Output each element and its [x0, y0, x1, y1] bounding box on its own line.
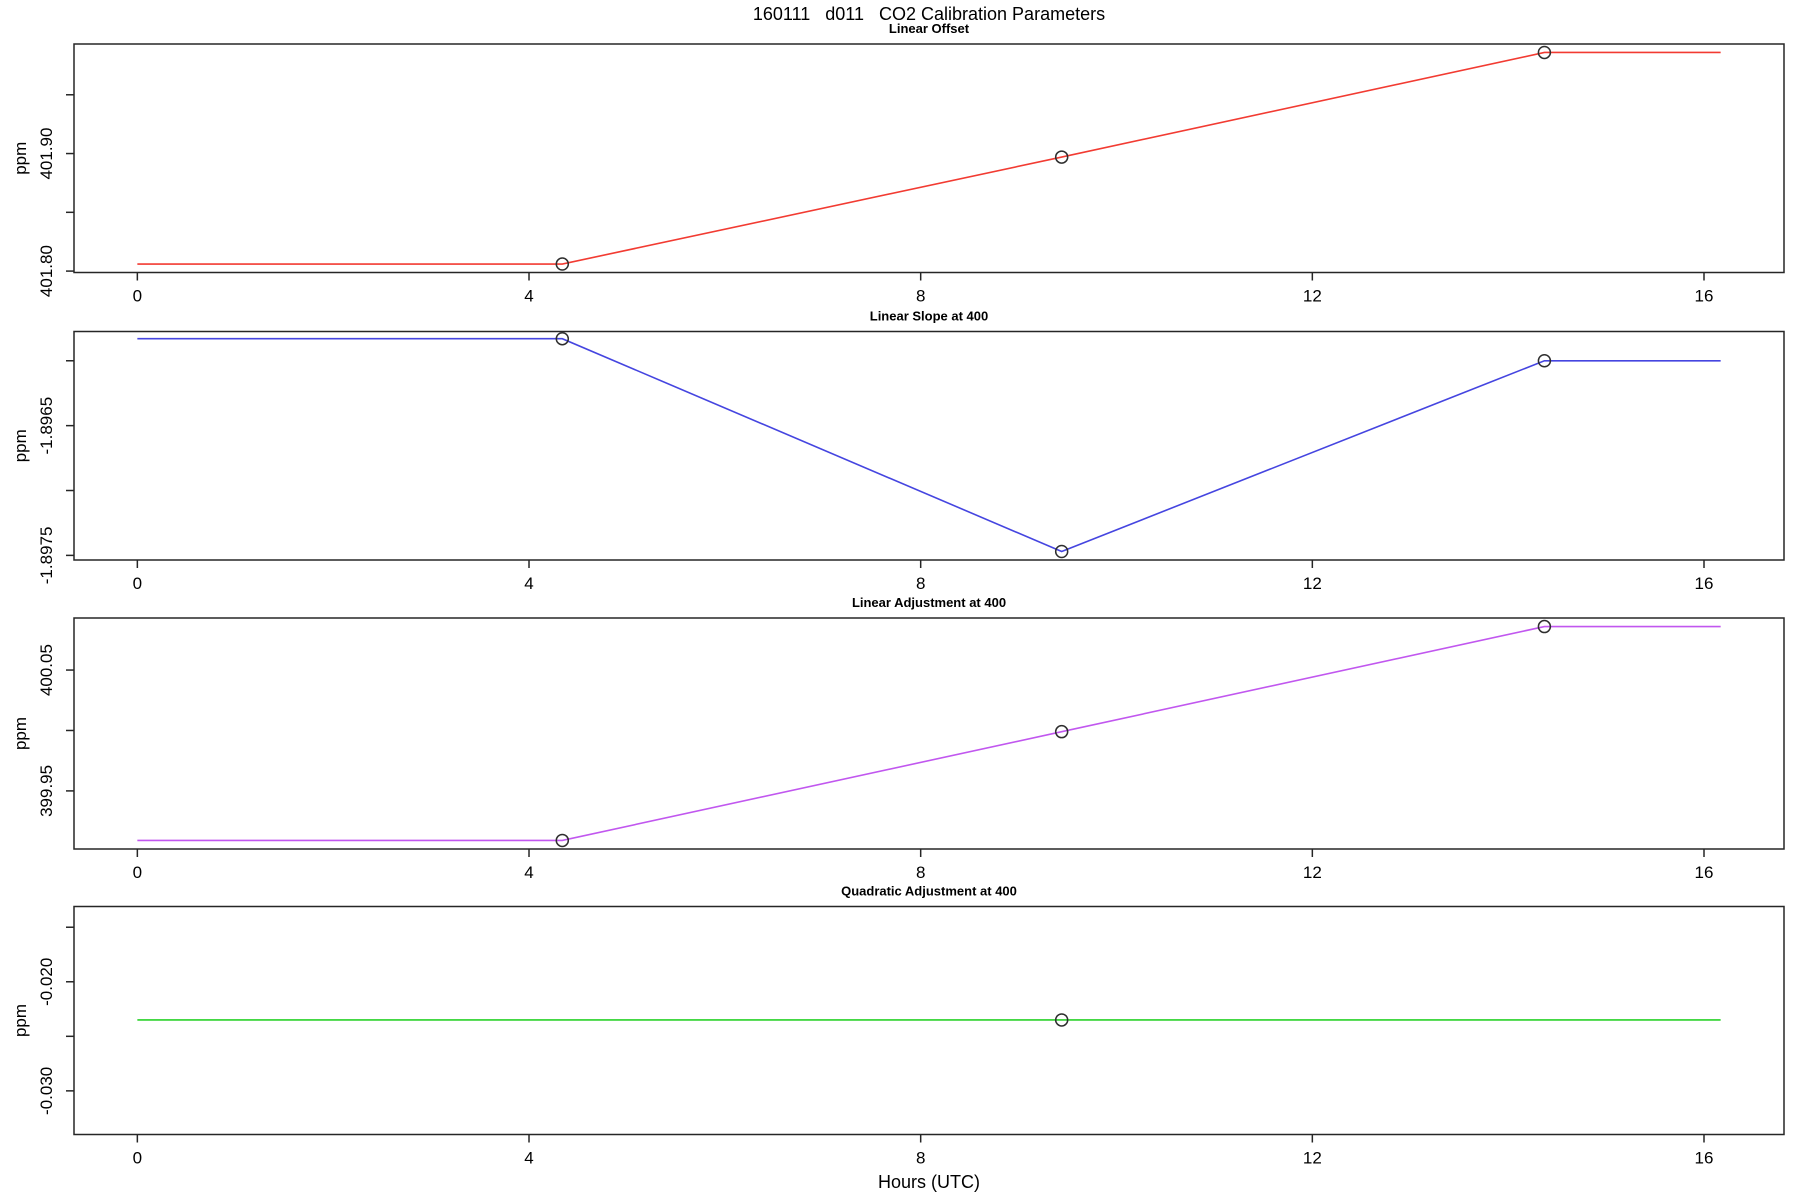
panel-title: Linear Slope at 400 — [870, 309, 989, 324]
page-title: 160111 d011 CO2 Calibration Parameters — [752, 4, 1106, 24]
x-tick-label: 4 — [524, 863, 533, 882]
data-point-marker — [1054, 150, 1069, 164]
series-line — [137, 625, 1721, 842]
x-tick-label: 16 — [1695, 863, 1714, 882]
y-axis-unit-label: ppm — [11, 717, 30, 750]
x-tick-label: 4 — [524, 1149, 533, 1168]
plot-box — [73, 330, 1785, 561]
x-tick-label: 12 — [1303, 574, 1322, 593]
x-tick-label: 0 — [133, 574, 142, 593]
data-point-marker — [1537, 354, 1552, 368]
y-tick-label: -1.8975 — [37, 527, 56, 585]
y-tick-label: 400.05 — [37, 644, 56, 696]
data-point-marker — [1054, 544, 1069, 559]
panel-title: Linear Offset — [889, 21, 970, 36]
y-tick-label: 401.80 — [37, 245, 56, 297]
x-tick-label: 12 — [1303, 287, 1322, 306]
x-tick-label: 16 — [1695, 1149, 1714, 1168]
y-tick-label: -1.8965 — [37, 397, 56, 455]
x-tick-label: 4 — [524, 574, 533, 593]
y-axis-unit-label: ppm — [11, 429, 30, 462]
x-tick-label: 8 — [916, 574, 925, 593]
series-line — [137, 51, 1721, 265]
y-axis-unit-label: ppm — [11, 1004, 30, 1037]
x-axis-label: Hours (UTC) — [878, 1172, 980, 1192]
panel-linear-adjustment-at-400: Linear Adjustment at 400 0 4 8 12 16 399.95 400… — [11, 595, 1785, 882]
data-point-marker — [1537, 619, 1552, 634]
x-tick-label: 0 — [133, 1149, 142, 1168]
panel-linear-slope-at-400: Linear Slope at 400 0 4 8 12 16 -1.8965 -1.8975… — [11, 309, 1785, 593]
y-tick-label: -0.020 — [37, 958, 56, 1006]
x-tick-label: 16 — [1695, 574, 1714, 593]
data-point-marker — [1054, 724, 1069, 739]
data-point-marker — [555, 331, 570, 346]
panel-linear-offset: Linear Offset 0 4 8 12 16 401.80 401.90 ppm — [11, 21, 1785, 306]
data-point-marker — [1054, 1013, 1069, 1027]
x-tick-label: 12 — [1303, 1149, 1322, 1168]
panel-quadratic-adjustment-at-400: Quadratic Adjustment at 400 0 4 8 12 16 -0.020… — [11, 884, 1785, 1168]
x-tick-label: 8 — [916, 287, 925, 306]
data-point-marker — [1537, 45, 1552, 60]
x-tick-label: 16 — [1695, 287, 1714, 306]
x-tick-label: 8 — [916, 1149, 925, 1168]
data-point-marker — [555, 833, 570, 848]
series-line — [137, 337, 1721, 553]
y-axis-unit-label: ppm — [11, 142, 30, 175]
y-tick-label: 401.90 — [37, 128, 56, 180]
x-tick-label: 4 — [524, 287, 533, 306]
plot-box — [73, 43, 1785, 274]
y-tick-label: -0.030 — [37, 1067, 56, 1115]
plot-box — [73, 905, 1785, 1136]
x-tick-label: 0 — [133, 863, 142, 882]
panel-title: Linear Adjustment at 400 — [852, 595, 1006, 610]
panel-title: Quadratic Adjustment at 400 — [841, 884, 1017, 899]
data-point-marker — [555, 257, 570, 271]
plot-box — [73, 617, 1785, 850]
y-tick-label: 399.95 — [37, 765, 56, 817]
x-tick-label: 12 — [1303, 863, 1322, 882]
x-tick-label: 8 — [916, 863, 925, 882]
x-tick-label: 0 — [133, 287, 142, 306]
